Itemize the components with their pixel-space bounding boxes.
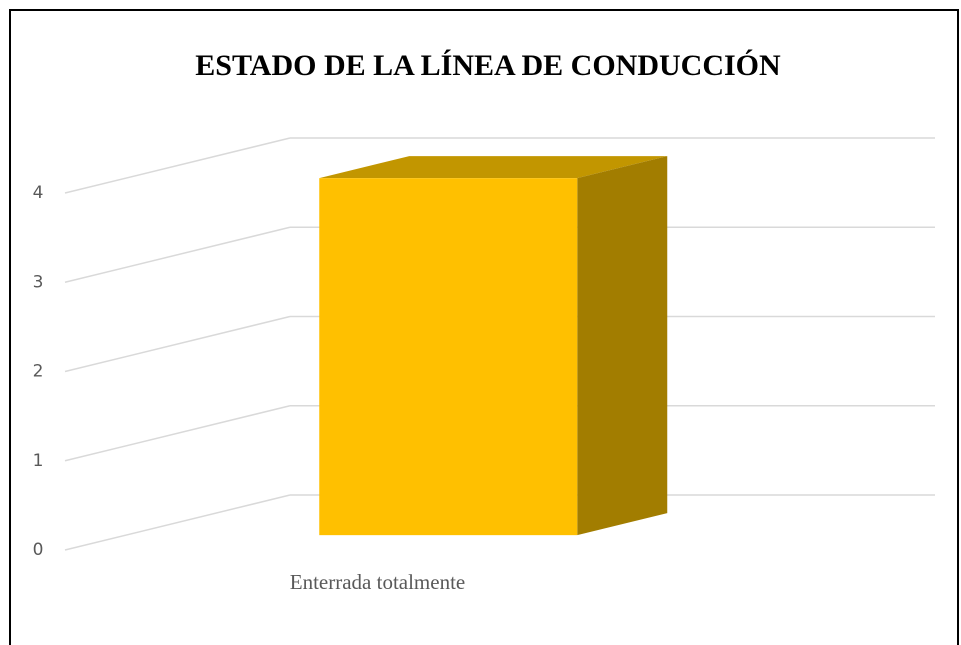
chart-frame (9, 9, 959, 645)
x-tick-label: Enterrada totalmente (290, 570, 466, 594)
grid-line (64, 226, 291, 283)
bar-top (319, 156, 668, 179)
grid-line (64, 315, 291, 373)
y-tick-label: 0 (33, 540, 44, 560)
grid-line (64, 137, 291, 194)
y-tick-label: 1 (33, 451, 44, 471)
chart-title: ESTADO DE LA LÍNEA DE CONDUCCIÓN (195, 49, 781, 82)
bar (319, 178, 578, 536)
y-tick-label: 3 (33, 272, 44, 292)
grid-line (64, 405, 291, 462)
y-tick-label: 4 (33, 183, 44, 203)
grid-line (64, 494, 291, 551)
bar-side (577, 156, 668, 536)
y-tick-label: 2 (33, 362, 44, 382)
